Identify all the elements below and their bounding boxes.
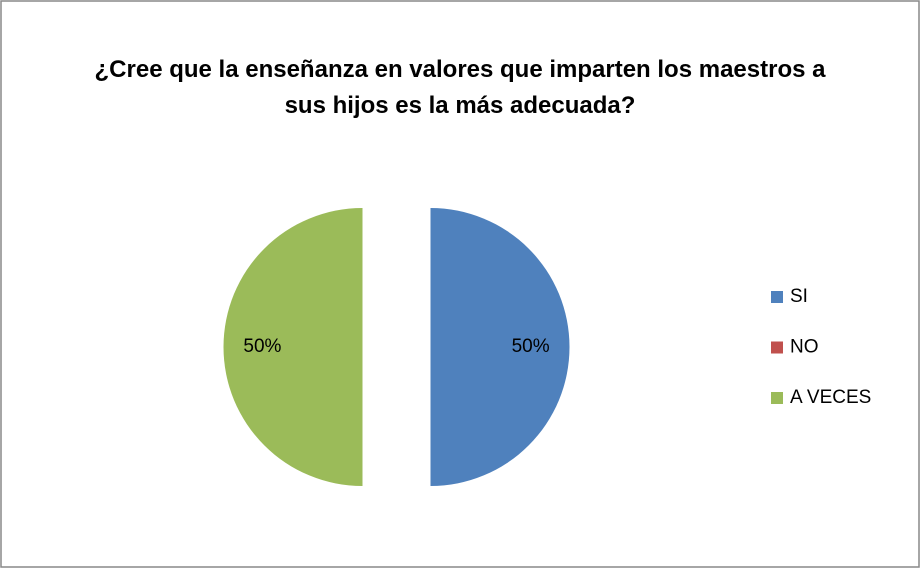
legend-swatch xyxy=(771,341,783,354)
pie-slice xyxy=(430,208,570,486)
legend-swatch xyxy=(771,291,783,303)
legend-label: A VECES xyxy=(790,387,871,408)
legend-label: NO xyxy=(790,337,819,358)
chart-title: ¿Cree que la enseñanza en valores que im… xyxy=(94,56,826,119)
data-label: 50% xyxy=(243,336,281,357)
pie-slice xyxy=(223,208,363,486)
legend-label: SI xyxy=(790,286,808,307)
legend-swatch xyxy=(771,392,783,404)
data-label: 50% xyxy=(512,336,550,357)
